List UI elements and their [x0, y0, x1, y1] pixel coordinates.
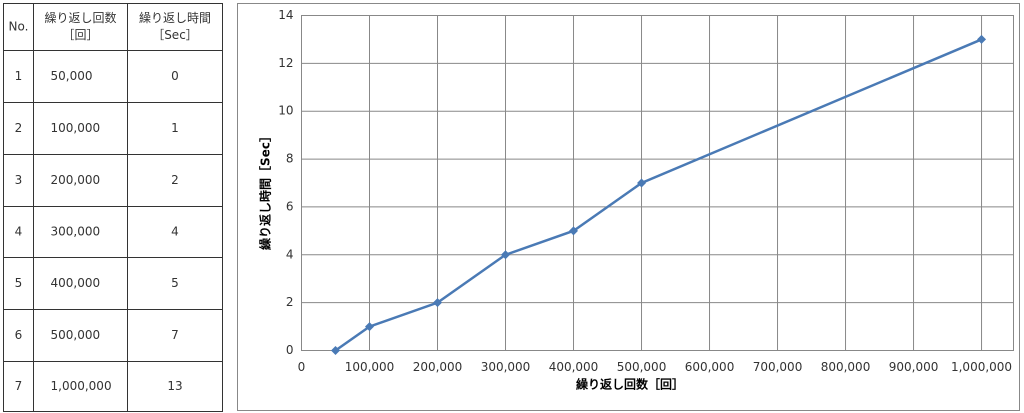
table-cell: 400,000 [51, 276, 101, 290]
y-tick-label: 0 [286, 343, 294, 357]
table-header-cell: ［Sec］ [152, 28, 198, 42]
table-cell: 4 [171, 225, 179, 239]
data-point [569, 226, 579, 236]
y-axis-title: 繰り返し時間［Sec］ [258, 130, 273, 250]
table-cell: 0 [171, 69, 179, 83]
table-cell: 500,000 [51, 328, 101, 342]
x-tick-label: 1,000,000 [951, 360, 1012, 374]
table-cell: 1 [171, 121, 179, 135]
table-header-cell: ［回］ [62, 28, 98, 42]
y-tick-label: 6 [286, 199, 294, 213]
data-point [365, 322, 375, 332]
x-tick-label: 600,000 [685, 360, 735, 374]
table-cell: 4 [15, 225, 23, 239]
table-cell: 50,000 [51, 69, 93, 83]
x-tick-label: 500,000 [617, 360, 667, 374]
x-axis-title: 繰り返し回数［回］ [576, 377, 684, 392]
x-tick-label: 400,000 [549, 360, 599, 374]
table-cell: 2 [171, 173, 179, 187]
table-cell: 200,000 [51, 173, 101, 187]
data-point [331, 346, 341, 355]
table-cell: 300,000 [51, 225, 101, 239]
table-cell: 5 [15, 276, 23, 290]
table-cell: 3 [15, 173, 23, 187]
table-header-cell: 繰り返し時間 [139, 11, 211, 25]
x-tick-label: 700,000 [753, 360, 803, 374]
data-point [977, 34, 987, 44]
table-cell: 7 [15, 379, 23, 393]
y-tick-label: 14 [278, 8, 293, 22]
table-cell: 2 [15, 121, 23, 135]
y-tick-label: 12 [278, 56, 293, 70]
table-cell: 100,000 [51, 121, 101, 135]
y-tick-label: 10 [278, 104, 293, 118]
data-point [637, 178, 647, 188]
table-header-cell: 繰り返し回数 [44, 10, 116, 25]
data-point [501, 250, 511, 260]
y-tick-label: 2 [286, 295, 294, 309]
table-cell: 1 [15, 69, 23, 83]
table-cell: 5 [171, 276, 179, 290]
y-tick-label: 8 [286, 152, 294, 166]
x-tick-label: 800,000 [821, 360, 871, 374]
table-cell: 1,000,000 [51, 379, 112, 393]
x-tick-label: 200,000 [413, 360, 463, 374]
x-tick-label: 300,000 [481, 360, 531, 374]
table-cell: 6 [15, 328, 23, 342]
x-tick-label: 100,000 [345, 360, 395, 374]
table-header-cell: No. [9, 20, 29, 34]
table-frame [3, 3, 223, 412]
data-point [433, 298, 443, 308]
table-cell: 13 [167, 379, 182, 393]
y-tick-label: 4 [286, 247, 294, 261]
table-cell: 7 [171, 328, 179, 342]
x-tick-label: 0 [298, 360, 306, 374]
x-tick-label: 900,000 [889, 360, 939, 374]
